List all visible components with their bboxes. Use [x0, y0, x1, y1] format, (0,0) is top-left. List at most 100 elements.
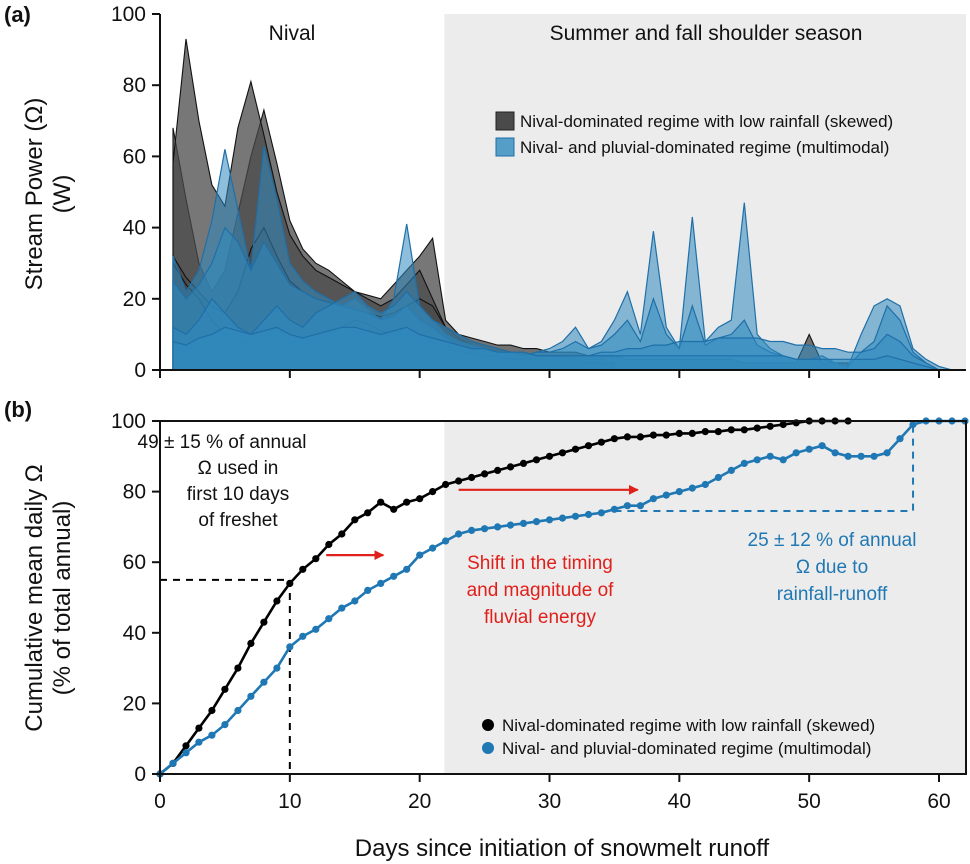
multimodal-point: [169, 759, 177, 768]
nival-point: [675, 429, 683, 437]
annotation-nival: 49 ± 15 % of annual Ω used in first 10 d…: [138, 432, 307, 531]
nival-point: [506, 463, 515, 471]
multimodal-point: [662, 491, 670, 499]
multimodal-point: [403, 565, 411, 573]
multimodal-point: [753, 456, 761, 464]
axis-ticks-b: 0 20 40 60 80 100 0 10 20 30 40 50 60: [111, 410, 951, 813]
y-tick-label-b-60: 60: [123, 551, 146, 574]
nival-point: [403, 498, 411, 506]
legend-label-multimodal-a: Nival- and pluvial-dominated regime (mul…: [520, 138, 889, 157]
nival-point: [766, 422, 774, 430]
multimodal-point: [623, 502, 632, 510]
nival-point: [286, 579, 294, 588]
y-axis-label-a-line1: Stream Power (Ω): [21, 98, 48, 291]
nival-point: [299, 565, 307, 573]
multimodal-point: [481, 525, 489, 533]
nival-point: [494, 466, 502, 474]
multimodal-point: [273, 664, 281, 672]
nival-point: [740, 426, 748, 434]
y-tick-label-a-100: 100: [111, 3, 146, 26]
panel-a: 0 20 40 60 80 100 (a) Nival Summer and fall s…: [4, 2, 967, 382]
y-tick-label-a-60: 60: [123, 145, 146, 168]
region-label-nival: Nival: [269, 22, 316, 45]
multimodal-point: [260, 678, 268, 686]
legend-label-nival-a: Nival-dominated regime with low rainfall…: [520, 112, 893, 131]
multimodal-point: [338, 604, 346, 612]
multimodal-point: [351, 597, 359, 605]
multimodal-point: [597, 509, 606, 517]
y-axis-label-b-line2: (% of total annual): [49, 501, 76, 696]
nival-point: [455, 477, 463, 485]
legend-label-multimodal-b: Nival- and pluvial-dominated regime (mul…: [502, 739, 871, 758]
multimodal-point: [532, 518, 541, 526]
annotation-shift: Shift in the timing and magnitude of flu…: [467, 553, 615, 628]
annotation-rain-line-1: 25 ± 12 % of annual: [748, 530, 917, 551]
multimodal-point: [649, 495, 658, 503]
multimodal-point: [909, 420, 917, 429]
nival-point: [338, 530, 346, 538]
multimodal-point: [701, 480, 709, 489]
nival-point: [416, 495, 424, 503]
y-tick-label-b-100: 100: [111, 410, 146, 433]
nival-point: [325, 540, 333, 549]
legend-marker-nival-b: [482, 719, 494, 731]
multimodal-point: [792, 449, 800, 457]
annotation-nival-line-2: Ω used in: [198, 458, 279, 479]
nival-10-day-guide: [160, 578, 291, 774]
region-label-summer-fall: Summer and fall shoulder season: [550, 22, 863, 45]
nival-point: [571, 445, 580, 453]
x-tick-label-0: 0: [154, 790, 166, 813]
nival-point: [364, 509, 372, 517]
multimodal-point: [818, 442, 826, 450]
nival-point: [312, 555, 320, 563]
y-tick-label-a-80: 80: [123, 74, 146, 97]
annotation-rain-line-2: Ω due to: [796, 557, 868, 578]
nival-point: [623, 433, 632, 441]
legend-marker-multimodal-b: [482, 742, 494, 754]
multimodal-point: [182, 749, 190, 757]
x-axis-label: Days since initiation of snowmelt runoff: [355, 835, 770, 862]
nival-point: [519, 459, 528, 467]
x-tick-label-30: 30: [538, 790, 561, 813]
multimodal-point: [844, 452, 852, 460]
multimodal-point: [610, 505, 619, 513]
multimodal-point: [377, 579, 385, 588]
nival-point: [273, 597, 281, 605]
annotation-rain-line-3: rainfall-runoff: [777, 584, 888, 605]
nival-point: [532, 456, 541, 464]
multimodal-point: [545, 516, 554, 524]
nival-point: [649, 431, 658, 439]
annotation-nival-line-4: of freshet: [198, 510, 278, 531]
nival-point: [481, 470, 489, 478]
multimodal-point: [390, 572, 398, 580]
nival-point: [429, 488, 437, 496]
legend-swatch-nival-a: [495, 111, 515, 131]
annotation-nival-line-1: 49 ± 15 % of annual: [138, 432, 307, 453]
x-tick-label-20: 20: [408, 790, 431, 813]
legend-label-nival-b: Nival-dominated regime with low rainfall…: [502, 716, 875, 735]
multimodal-point: [636, 502, 645, 510]
nival-point: [597, 438, 606, 446]
multimodal-point: [714, 473, 722, 482]
multimodal-point: [857, 452, 865, 460]
multimodal-point: [727, 466, 735, 474]
nival-point: [545, 452, 554, 460]
annotation-shift-line-2: and magnitude of: [467, 580, 615, 601]
multimodal-point: [221, 721, 229, 729]
multimodal-point: [364, 586, 372, 595]
y-tick-label-a-0: 0: [134, 359, 146, 382]
nival-point: [701, 428, 709, 436]
panel-label-a: (a): [4, 2, 31, 27]
multimodal-point: [688, 484, 696, 492]
multimodal-point: [429, 544, 437, 552]
multimodal-point: [494, 523, 502, 531]
nival-point: [779, 420, 787, 429]
cumulative-lines: [156, 417, 969, 778]
nival-point: [260, 618, 268, 626]
panel-label-b: (b): [4, 397, 32, 422]
nival-point: [468, 473, 476, 482]
multimodal-point: [831, 449, 839, 457]
nival-point: [714, 428, 722, 436]
y-tick-label-a-20: 20: [123, 288, 146, 311]
multimodal-point: [299, 632, 307, 640]
